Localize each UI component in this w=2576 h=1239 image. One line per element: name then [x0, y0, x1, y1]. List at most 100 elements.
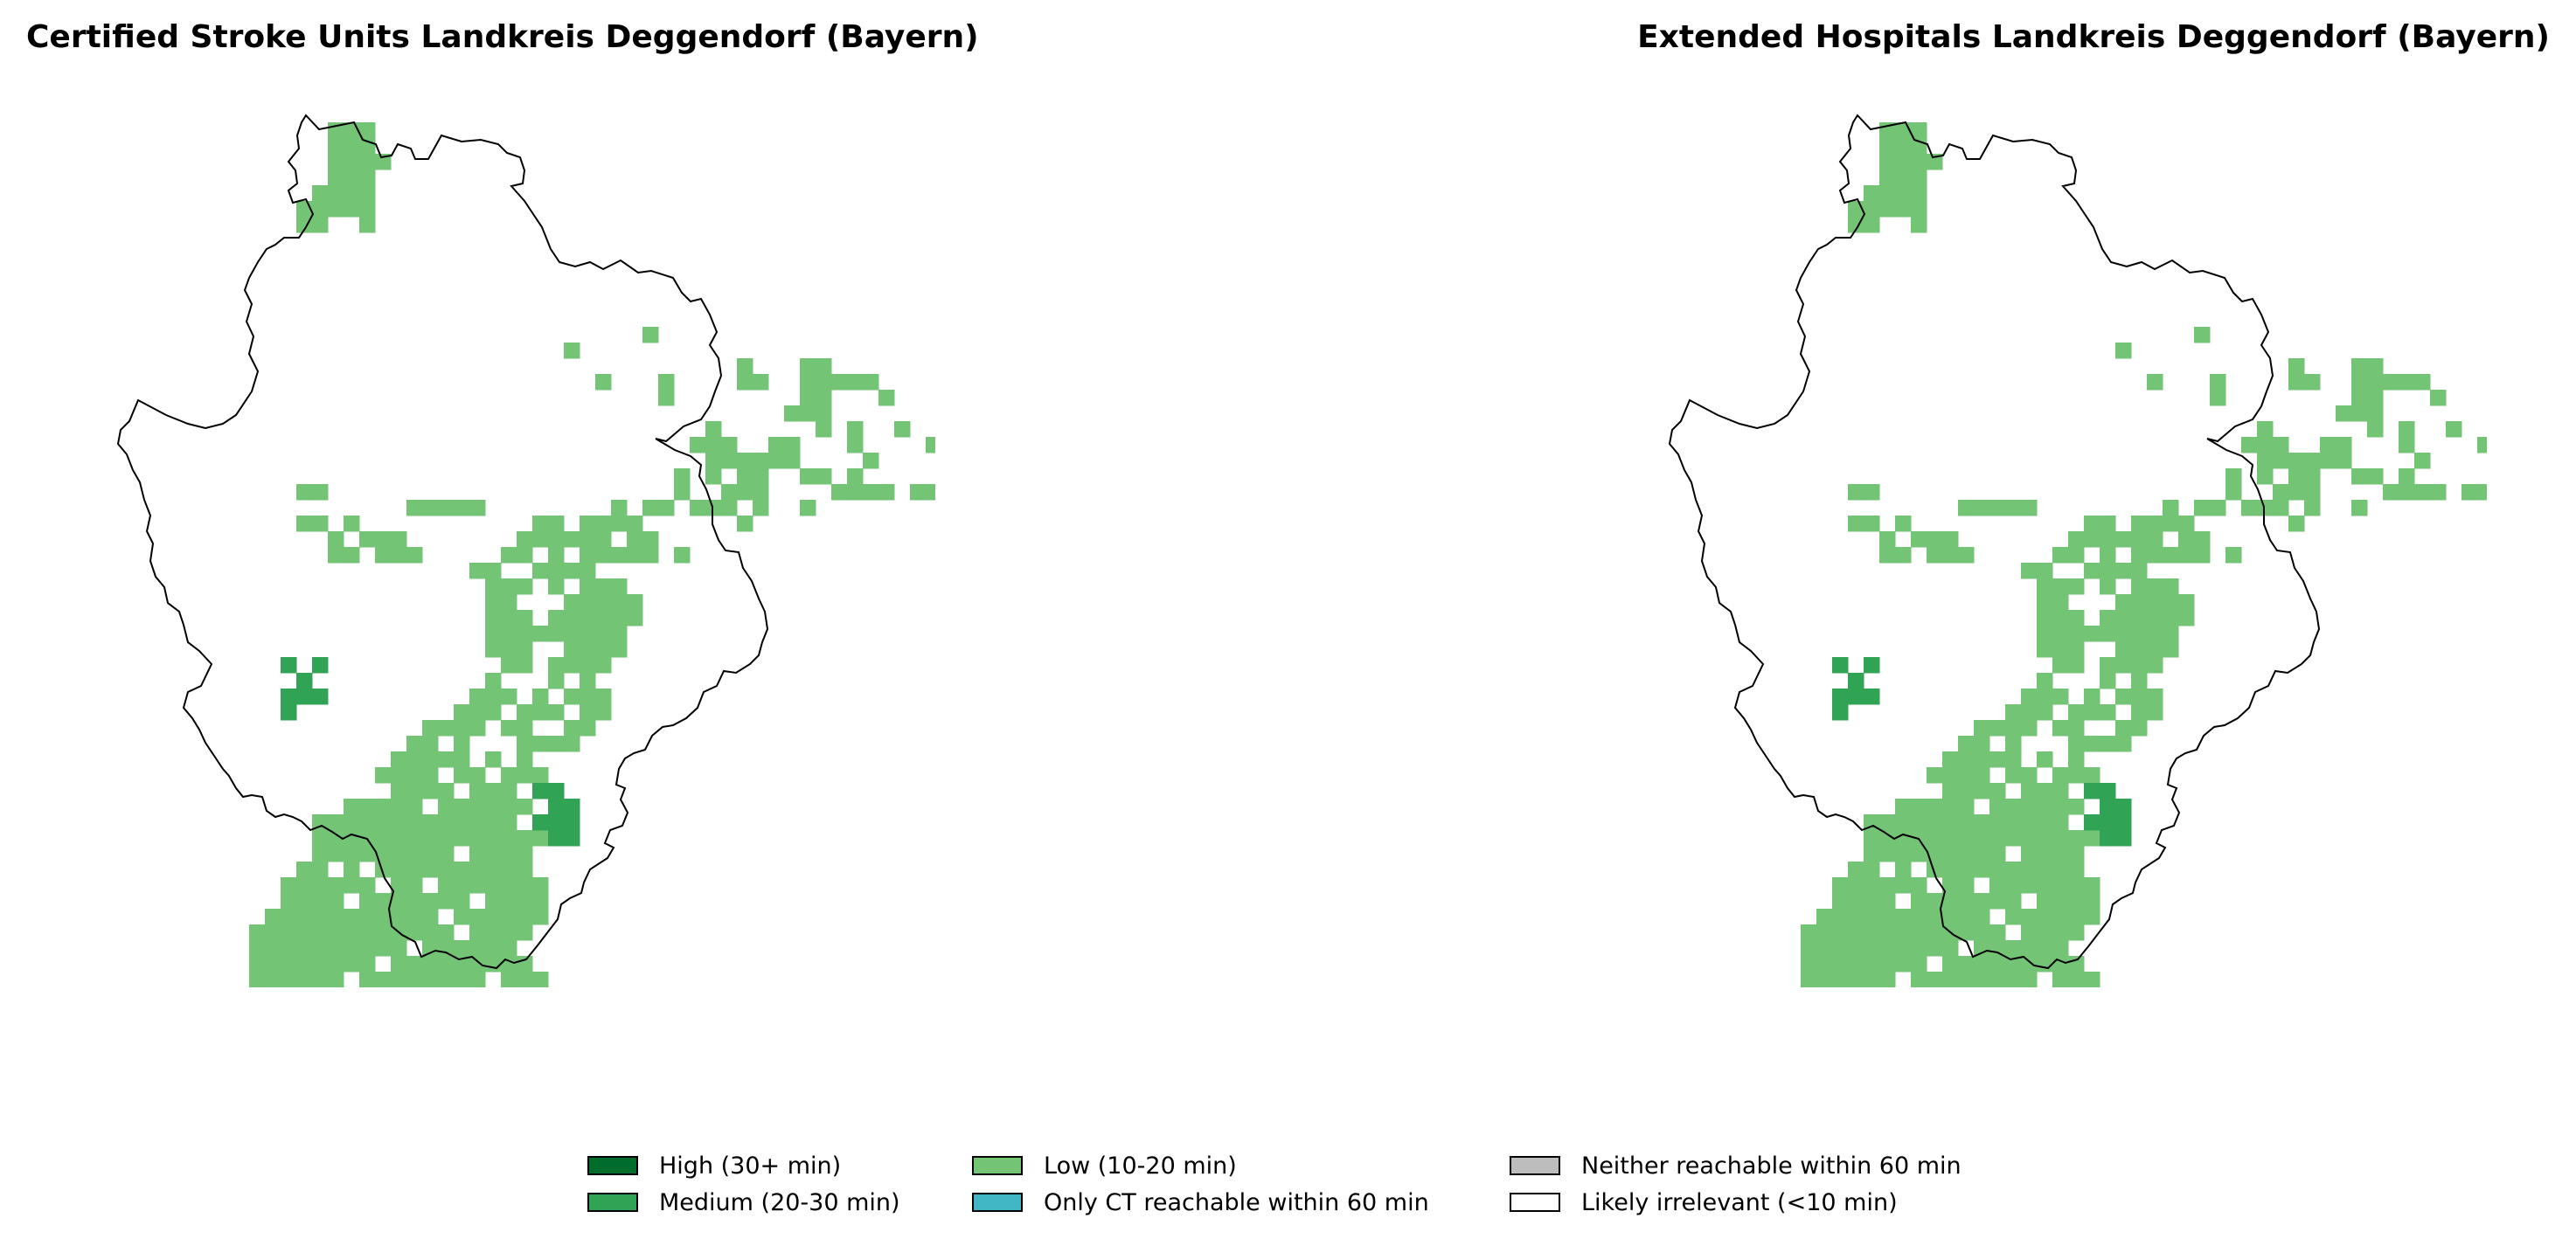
cell-low: [768, 453, 785, 469]
cell-low: [2477, 437, 2487, 453]
cell-low: [406, 783, 423, 799]
cell-low: [1927, 924, 1943, 941]
cell-low: [1958, 751, 1975, 768]
cell-low: [1942, 767, 1959, 784]
cell-low: [328, 893, 344, 910]
cell-low: [265, 940, 281, 957]
cell-low: [2052, 814, 2069, 831]
cell-low: [1911, 877, 1927, 894]
cell-low: [375, 972, 392, 987]
cell-low: [2414, 484, 2431, 501]
cell-low: [2115, 531, 2132, 548]
cell-low: [391, 956, 407, 973]
cell-low: [2288, 358, 2305, 375]
cell-low: [359, 814, 376, 831]
cell-low: [2257, 453, 2274, 469]
cell-low: [1895, 862, 1912, 878]
cell-low: [753, 468, 769, 485]
cell-low: [2037, 909, 2053, 925]
cell-low: [469, 956, 486, 973]
cell-low: [517, 657, 533, 674]
cell-low: [265, 909, 281, 925]
cell-low: [2225, 547, 2242, 564]
cell-low: [863, 374, 879, 391]
cell-low: [1895, 154, 1912, 170]
cell-low: [721, 437, 738, 453]
cell-low: [611, 547, 628, 564]
cell-medium: [2100, 799, 2116, 815]
cell-low: [344, 799, 360, 815]
cell-low: [2147, 704, 2163, 721]
cell-medium: [296, 689, 313, 705]
cell-low: [2084, 893, 2100, 910]
cell-low: [1879, 846, 1896, 862]
cell-low: [454, 767, 470, 784]
cell-low: [1879, 830, 1896, 847]
cell-low: [501, 799, 517, 815]
cell-low: [517, 972, 533, 987]
cell-low: [548, 516, 565, 532]
cell-low: [2115, 736, 2132, 752]
cell-low: [2037, 673, 2053, 689]
cell-low: [2273, 453, 2289, 469]
cell-low: [642, 531, 659, 548]
cell-low: [1879, 814, 1896, 831]
cell-low: [2052, 767, 2069, 784]
cell-low: [2100, 657, 2116, 674]
cell-low: [422, 924, 439, 941]
cell-low: [281, 893, 297, 910]
cell-low: [438, 972, 455, 987]
cell-low: [2021, 783, 2038, 799]
cell-low: [2005, 720, 2022, 737]
cell-medium: [2100, 830, 2116, 847]
cell-low: [1911, 201, 1927, 218]
cell-low: [2084, 626, 2100, 642]
cell-low: [344, 862, 360, 878]
cell-low: [312, 201, 329, 218]
cell-low: [2115, 610, 2132, 626]
cell-low: [580, 578, 596, 595]
cell-low: [548, 531, 565, 548]
cell-low: [296, 924, 313, 941]
cell-low: [517, 799, 533, 815]
cell-low: [422, 814, 439, 831]
cell-low: [438, 877, 455, 894]
cell-medium: [1864, 689, 1880, 705]
cell-low: [580, 657, 596, 674]
cell-low: [2021, 689, 2038, 705]
cell-low: [564, 689, 580, 705]
cell-low: [296, 516, 313, 532]
cell-low: [2068, 846, 2085, 862]
cell-low: [1974, 956, 1990, 973]
cell-low: [517, 956, 533, 973]
cell-low: [469, 704, 486, 721]
cell-low: [501, 940, 517, 957]
cell-low: [1848, 877, 1864, 894]
cell-low: [1974, 720, 1990, 737]
cell-low: [422, 893, 439, 910]
cell-low: [1927, 531, 1943, 548]
cell-low: [2068, 626, 2085, 642]
cell-low: [1958, 924, 1975, 941]
cell-low: [328, 909, 344, 925]
cell-low: [816, 390, 832, 406]
cell-low: [564, 610, 580, 626]
cell-low: [721, 453, 738, 469]
cell-low: [2131, 531, 2148, 548]
cell-low: [1989, 720, 2006, 737]
cell-low: [595, 516, 612, 532]
cell-low: [501, 689, 517, 705]
cell-medium: [2084, 814, 2100, 831]
cell-low: [391, 862, 407, 878]
cell-low: [2052, 940, 2069, 957]
cell-low: [2194, 327, 2211, 343]
cell-low: [517, 736, 533, 752]
cell-low: [1942, 877, 1959, 894]
cell-low: [438, 751, 455, 768]
cell-low: [1832, 940, 1849, 957]
cell-low: [359, 531, 376, 548]
cell-low: [517, 641, 533, 658]
cell-low: [2037, 641, 2053, 658]
cell-low: [485, 830, 502, 847]
cell-low: [281, 940, 297, 957]
